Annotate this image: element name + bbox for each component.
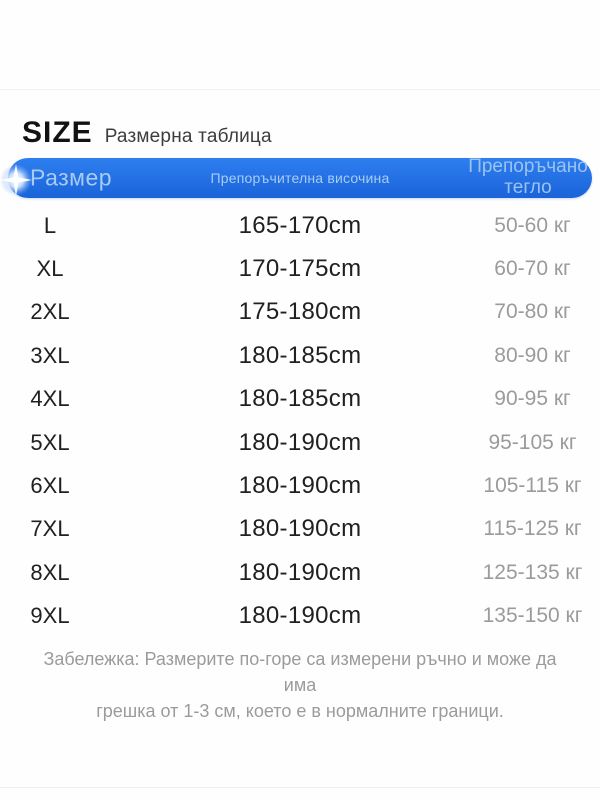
row-weight-value: 95-105 кг bbox=[488, 430, 577, 454]
row-size-label: L bbox=[43, 212, 57, 238]
table-row: XL 170-175cm 60-70 кг bbox=[0, 247, 600, 290]
row-weight-value: 90-95 кг bbox=[494, 387, 571, 411]
table-row: 5XL 180-190cm 95-105 кг bbox=[0, 421, 600, 464]
table-row: 9XL 180-190cm 135-150 кг bbox=[0, 595, 600, 638]
row-height-value: 180-190cm bbox=[238, 428, 362, 456]
row-weight-value: 135-150 кг bbox=[482, 604, 583, 628]
table-row: 6XL 180-190cm 105-115 кг bbox=[0, 464, 600, 507]
table-row: 8XL 180-190cm 125-135 кг bbox=[0, 551, 600, 594]
section-heading: SIZE Размерна таблица bbox=[22, 116, 272, 150]
measurement-note: Забележка: Размерите по-горе са измерени… bbox=[30, 646, 570, 724]
note-line-2: грешка от 1-3 см, което е в нормалните г… bbox=[96, 701, 504, 721]
row-height-value: 175-180cm bbox=[238, 298, 362, 326]
column-header-weight: Препоръчано тегло bbox=[468, 156, 588, 198]
table-row: 4XL 180-185cm 90-95 кг bbox=[0, 378, 600, 421]
size-heading-subtitle: Размерна таблица bbox=[104, 126, 272, 147]
size-table-rows: L 165-170cm 50-60 кг XL 170-175cm 60-70 … bbox=[0, 204, 600, 638]
row-size-label: 4XL bbox=[30, 386, 70, 412]
row-size-label: 5XL bbox=[30, 429, 70, 455]
row-size-label: 2XL bbox=[30, 299, 70, 325]
row-height-value: 170-175cm bbox=[238, 255, 362, 283]
table-row: 7XL 180-190cm 115-125 кг bbox=[0, 508, 600, 551]
row-weight-value: 115-125 кг bbox=[483, 517, 582, 541]
row-size-label: 6XL bbox=[30, 473, 70, 499]
row-weight-value: 70-80 кг bbox=[494, 300, 571, 324]
row-height-value: 180-190cm bbox=[238, 472, 362, 500]
row-size-label: 9XL bbox=[30, 603, 70, 629]
table-row: 2XL 175-180cm 70-80 кг bbox=[0, 291, 600, 334]
size-table-header: Размер Препоръчителна височина Препоръча… bbox=[8, 156, 592, 198]
column-header-size: Размер bbox=[30, 164, 113, 191]
row-height-value: 180-190cm bbox=[238, 602, 362, 630]
row-weight-value: 125-135 кг bbox=[482, 560, 583, 584]
row-weight-value: 60-70 кг bbox=[494, 257, 571, 281]
column-header-height: Препоръчителна височина bbox=[210, 170, 390, 186]
row-height-value: 165-170cm bbox=[238, 211, 362, 239]
row-size-label: 3XL bbox=[30, 342, 70, 368]
row-weight-value: 105-115 кг bbox=[483, 474, 582, 498]
row-weight-value: 50-60 кг bbox=[494, 213, 571, 237]
note-line-1: Забележка: Размерите по-горе са измерени… bbox=[43, 649, 557, 695]
row-height-value: 180-190cm bbox=[238, 515, 362, 543]
row-size-label: 7XL bbox=[30, 516, 70, 542]
table-row: L 165-170cm 50-60 кг bbox=[0, 204, 600, 247]
row-height-value: 180-190cm bbox=[238, 558, 362, 586]
row-size-label: 8XL bbox=[30, 559, 70, 585]
table-row: 3XL 180-185cm 80-90 кг bbox=[0, 334, 600, 377]
bottom-divider bbox=[0, 787, 600, 788]
row-height-value: 180-185cm bbox=[238, 341, 362, 369]
row-height-value: 180-185cm bbox=[238, 385, 362, 413]
top-divider bbox=[0, 89, 600, 90]
row-size-label: XL bbox=[36, 256, 64, 282]
size-heading: SIZE bbox=[22, 116, 93, 149]
row-weight-value: 80-90 кг bbox=[494, 343, 571, 367]
